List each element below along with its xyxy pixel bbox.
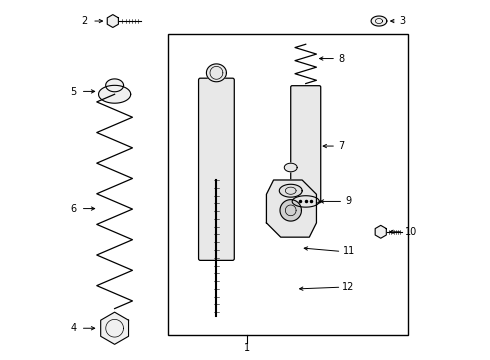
Polygon shape [107, 15, 119, 27]
Text: 12: 12 [343, 282, 355, 292]
Text: 3: 3 [399, 16, 405, 26]
Text: 5: 5 [71, 87, 76, 98]
Text: 9: 9 [345, 197, 352, 206]
Text: 7: 7 [338, 141, 344, 151]
Text: 8: 8 [339, 54, 344, 64]
Text: 11: 11 [343, 247, 355, 256]
Polygon shape [292, 196, 319, 207]
Polygon shape [267, 180, 317, 237]
Polygon shape [106, 79, 123, 92]
Polygon shape [375, 225, 386, 238]
Text: 10: 10 [405, 227, 417, 237]
Text: 1: 1 [244, 343, 250, 353]
FancyBboxPatch shape [198, 78, 234, 260]
Text: 6: 6 [71, 203, 76, 213]
Polygon shape [284, 163, 297, 172]
Text: 2: 2 [81, 16, 87, 26]
Polygon shape [280, 200, 301, 221]
Polygon shape [100, 312, 128, 344]
Polygon shape [206, 64, 226, 82]
Polygon shape [279, 184, 302, 197]
Polygon shape [98, 85, 131, 103]
Text: 4: 4 [71, 323, 76, 333]
Bar [168, 33, 408, 336]
Polygon shape [371, 16, 387, 26]
FancyBboxPatch shape [291, 86, 321, 203]
